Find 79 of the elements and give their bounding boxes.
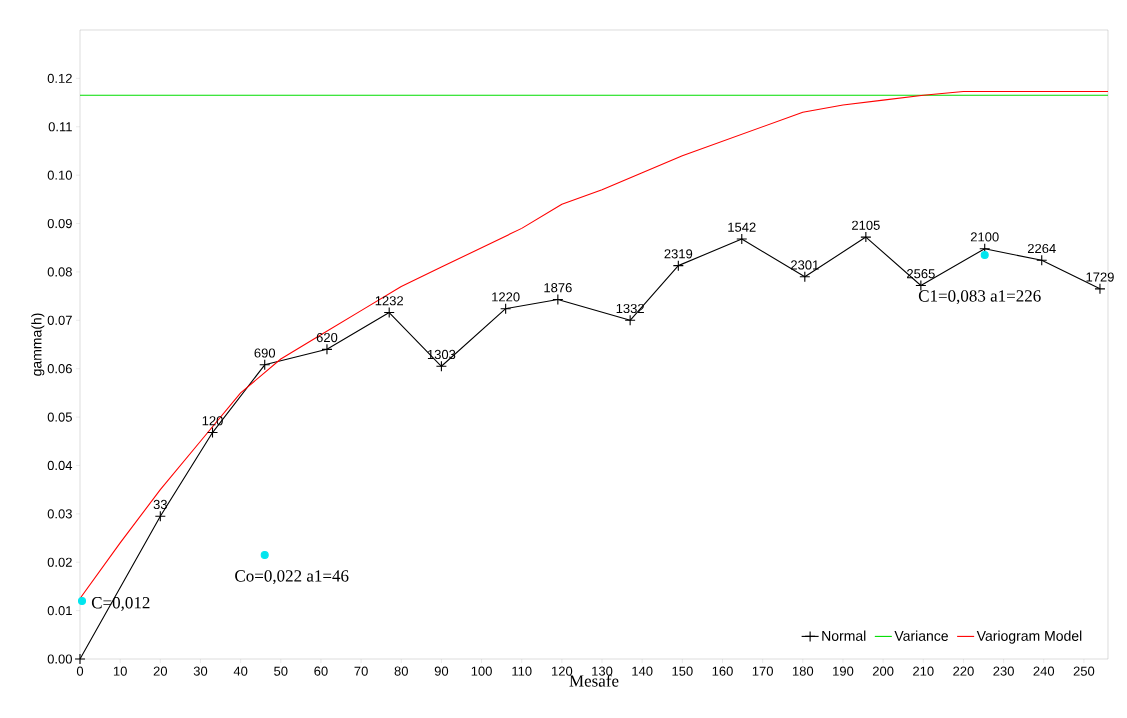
x-tick-label: 70 [354,666,368,676]
point [206,427,219,439]
annotation: 1220 [492,292,520,302]
point [552,293,564,306]
point [383,307,395,319]
annotation: 1729 [1086,272,1114,282]
point [154,510,166,522]
legend-label: Variogram Model [976,630,1082,644]
annotation: 1542 [728,222,756,232]
annotation: 690 [254,348,276,358]
x-tick-label: 160 [712,666,733,676]
x-tick-label: 210 [913,666,934,676]
point [860,231,872,243]
y-tick-label: 0.03 [47,509,72,519]
x-tick-label: 30 [193,666,208,676]
x-tick-label: 120 [552,666,573,676]
annotation: 2100 [970,232,999,242]
x-tick-label: 110 [512,666,532,676]
x-tick-label: 10 [113,666,127,676]
point [500,303,512,315]
annotation: Co=0,022 a1=46 [235,570,349,585]
y-tick-label: 0.06 [47,364,72,374]
y-tick-label: 0.00 [47,654,72,664]
point [736,233,748,245]
annotation: 33 [153,499,167,510]
point [260,550,269,560]
point [672,260,684,272]
x-tick-label: 150 [672,666,693,676]
y-tick-label: 0.10 [47,170,72,180]
point [259,359,271,371]
point [799,271,811,283]
x-tick-label: 100 [471,666,492,676]
x-tick-label: 240 [1033,666,1055,676]
y-tick-label: 0.11 [48,122,72,132]
x-tick-label: 170 [752,666,773,676]
x-tick-label: 130 [592,666,613,676]
annotation: 620 [316,332,338,343]
x-tick-label: 140 [632,666,653,676]
legend-label: Normal [822,630,866,641]
x-tick-label: 220 [953,666,974,676]
y-tick-label: 0.01 [47,606,72,616]
y-tick-label: 0.08 [47,267,72,277]
annotation: 2565 [907,269,935,279]
annotation: 2264 [1027,243,1056,254]
x-tick-label: 40 [233,666,248,676]
point [321,343,333,355]
point [980,250,989,260]
x-tick-label: 250 [1073,666,1095,676]
x-tick-label: 200 [872,666,894,676]
point [74,653,86,665]
y-tick-label: 0.09 [47,218,72,229]
annotation: 2301 [791,260,819,270]
annotation: 1876 [544,283,572,293]
annotation: C1=0,083 a1=226 [918,290,1041,305]
x-tick-label: 80 [394,666,408,676]
y-tick-label: 0.12 [47,73,72,83]
y-tick-label: 0.07 [47,315,72,325]
legend-label: Variance [894,630,948,641]
y-tick-label: 0.05 [47,412,72,422]
point [1094,283,1106,295]
x-tick-label: 60 [314,666,328,676]
x-tick-label: 180 [792,666,814,676]
x-tick-label: 90 [434,666,449,676]
y-axis-title: gamma(h) [31,313,45,376]
x-axis-title: Mesafe [569,674,619,687]
x-tick-label: 20 [153,666,168,676]
x-tick-label: 190 [833,666,854,676]
x-tick-label: 0 [76,666,84,676]
point [77,596,87,605]
annotation: 2105 [852,220,880,230]
point [435,360,447,372]
point [1036,254,1048,266]
annotation: 1232 [375,296,403,306]
y-tick-label: 0.04 [47,460,73,471]
annotation: 2319 [664,249,693,259]
x-tick-label: 230 [993,666,1014,676]
x-tick-label: 50 [274,666,288,676]
point [624,314,636,326]
y-tick-label: 0.02 [47,557,72,567]
